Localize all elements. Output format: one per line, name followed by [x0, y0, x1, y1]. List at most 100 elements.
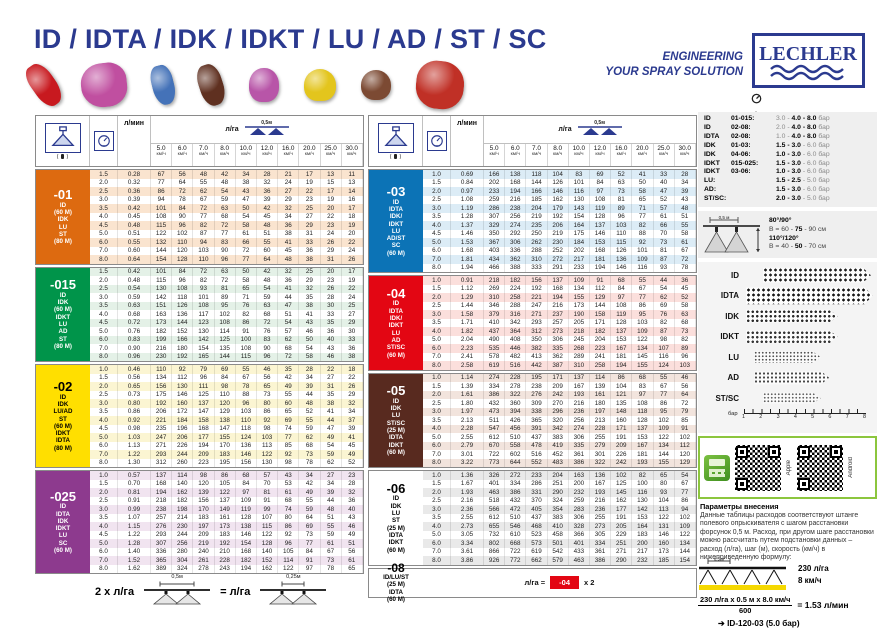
table-row: 3.0 1.97 473 394 338 296 236 197 148 118 95 79 [423, 407, 696, 416]
block-size-id: -015 [49, 277, 77, 293]
rate-cell: 272 [548, 255, 569, 264]
rate-cell: 98 [193, 471, 215, 480]
block-type: IDKT [388, 539, 404, 547]
rate-cell: 36 [321, 327, 342, 336]
rate-cell: 110 [151, 365, 173, 374]
rate-cell: 122 [151, 229, 173, 238]
flow-cell: 0.97 [451, 187, 484, 196]
speed-value: 25.0 [657, 145, 670, 152]
flow-cell: 1.07 [118, 513, 151, 522]
rate-cell: 38 [342, 352, 363, 361]
rate-cell: 134 [632, 344, 654, 353]
rate-cell: 60 [278, 399, 300, 408]
rate-cell: 77 [632, 212, 654, 221]
rate-cell: 322 [590, 458, 612, 467]
rate-cell: 193 [569, 390, 590, 399]
block-type: ID [59, 503, 67, 511]
rate-cell: 322 [505, 390, 527, 399]
speed-unit: км/ч [680, 152, 690, 158]
pressure-spec-row: IDKT 015-025: 1.5 - 3.0 - 6.0 бар [704, 160, 873, 169]
rate-cell: 256 [569, 416, 590, 425]
table-row: 5.0 0.51 122 102 87 77 61 51 38 31 24 20 [90, 229, 363, 238]
flow-cell: 2.41 [451, 352, 484, 361]
rate-cell: 130 [257, 458, 279, 467]
rate-cell: 110 [215, 390, 236, 399]
flow-cell: 1.61 [451, 390, 484, 399]
flow-cell: 0.96 [118, 352, 151, 361]
speed-columns-header: 5.0 км/ч 6.0 км/ч 7.0 км/ч 8.0 км/ч 10.0 км/ч 12.0… [151, 143, 363, 166]
rate-cell: 114 [590, 373, 612, 382]
rate-cell: 47 [236, 195, 257, 204]
rate-cell: 48 [257, 221, 279, 230]
rate-cell: 39 [299, 382, 321, 391]
table-row: 4.0 1.37 329 274 235 206 164 137 103 82 66 55 [423, 221, 696, 230]
speed-value: 16.0 [614, 145, 628, 152]
table-row: 1.5 0.56 134 112 96 84 67 56 42 34 27 22 [90, 373, 363, 382]
nozzle-series: ID [704, 123, 711, 131]
pressure-cell: 2.0 [423, 488, 451, 497]
rate-cell: 137 [548, 276, 569, 285]
params-title: Параметры внесения [700, 502, 779, 511]
nozzle-photo [303, 69, 336, 101]
block-type: (25 M) [387, 524, 405, 532]
rate-cell: 472 [505, 505, 527, 514]
table-row: 1.5 0.70 168 140 120 105 84 70 53 42 34 28 [90, 479, 363, 488]
table-row: 7.0 0.60 144 120 103 90 72 60 45 36 29 24 [90, 246, 363, 255]
pressure-cell: 2.5 [90, 187, 118, 196]
rate-cell: 46 [299, 327, 321, 336]
block-type: IDTA [389, 588, 403, 596]
rate-cell: 155 [632, 361, 654, 370]
rate-cell: 118 [632, 407, 654, 416]
rate-cell: 101 [151, 204, 173, 213]
rate-cell: 72 [257, 318, 279, 327]
rate-cell: 262 [526, 238, 548, 247]
rate-unit-label: л/га [558, 126, 572, 133]
block-type: (25 M) [387, 581, 405, 589]
block-type: (60 M) [54, 306, 72, 314]
rate-cell: 100 [236, 335, 257, 344]
table-row: 2.5 1.08 259 216 185 162 130 108 81 65 52 43 [423, 195, 696, 204]
rate-cell: 67 [151, 170, 173, 179]
rate-cell: 142 [193, 335, 215, 344]
rate-cell: 84 [590, 178, 612, 187]
pressure-cell: 4.5 [90, 530, 118, 539]
flow-cell: 2.58 [451, 361, 484, 370]
rate-cell: 204 [590, 335, 612, 344]
pressure-cell: 3.0 [423, 407, 451, 416]
rate-cell: 19 [321, 195, 342, 204]
pressure-gauge-icon [751, 93, 761, 104]
rate-cell: 198 [172, 505, 194, 514]
rate-cell: 153 [590, 238, 612, 247]
rate-cell: 83 [569, 170, 590, 179]
rate-cell: 360 [505, 399, 527, 408]
rate-cell: 34 [236, 170, 257, 179]
rate-cell: 113 [654, 505, 675, 514]
rate-cell: 61 [321, 539, 342, 548]
table-row: 7.0 3.01 722 602 516 452 361 301 226 181 144 120 [423, 450, 696, 459]
rate-cell: 148 [611, 407, 633, 416]
rate-cell: 122 [257, 450, 279, 459]
rate-cell: 48 [321, 505, 342, 514]
droplet-arrow-row: IDKT [698, 327, 873, 348]
rate-cell: 38 [299, 255, 321, 264]
flow-cell: 1.68 [451, 246, 484, 255]
rate-cell: 324 [172, 564, 194, 573]
rate-cell: 612 [484, 513, 506, 522]
rate-cell: 134 [569, 284, 590, 293]
block-type: ID [392, 397, 400, 405]
rate-cell: 338 [526, 407, 548, 416]
pressure-cell: 8.0 [90, 564, 118, 573]
rate-cell: 122 [654, 513, 675, 522]
nozzle-plug-icon [394, 154, 397, 159]
arrow-track [744, 347, 873, 368]
pressure-cell: 6.0 [423, 539, 451, 548]
rate-cell: 361 [569, 450, 590, 459]
rate-cell: 466 [484, 263, 506, 272]
rate-cell: 77 [675, 488, 696, 497]
rate-cell: 68 [278, 344, 300, 353]
axis-unit-label: бар [728, 410, 738, 417]
rate-cell: 135 [611, 399, 633, 408]
spray-spec-line: B = 60 - 75 - 90 см [769, 225, 827, 233]
tagline-line1: ENGINEERING [662, 51, 743, 63]
